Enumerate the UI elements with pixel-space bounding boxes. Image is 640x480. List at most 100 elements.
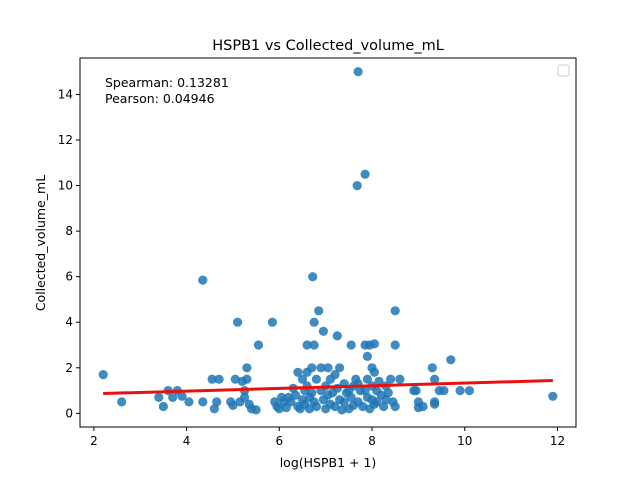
regression-line — [103, 379, 553, 396]
y-tick-label: 4 — [65, 315, 73, 329]
data-point — [286, 397, 296, 407]
data-point — [308, 272, 318, 282]
x-tick-label: 8 — [368, 434, 376, 448]
data-point — [427, 363, 437, 373]
pearson-annotation: Pearson: 0.04946 — [105, 91, 215, 106]
x-tick-label: 2 — [90, 434, 98, 448]
data-point — [304, 404, 315, 414]
data-point — [358, 401, 368, 412]
data-point — [339, 397, 349, 407]
data-point — [439, 386, 449, 396]
data-point — [233, 317, 243, 327]
data-point — [198, 397, 208, 407]
data-point — [297, 374, 308, 384]
data-point — [332, 331, 342, 341]
data-point — [230, 374, 240, 384]
data-point — [330, 401, 340, 412]
data-point — [383, 388, 393, 398]
data-point — [346, 340, 356, 350]
data-point — [337, 405, 347, 415]
data-point — [411, 386, 421, 396]
legend-box — [557, 64, 570, 77]
data-point — [430, 399, 440, 409]
data-point — [362, 351, 372, 361]
data-point — [446, 355, 456, 365]
data-point — [240, 392, 250, 402]
data-point — [291, 390, 301, 400]
data-point — [353, 67, 363, 77]
data-point — [464, 386, 474, 396]
y-tick-label: 0 — [65, 406, 73, 420]
data-point — [390, 401, 400, 412]
data-point — [214, 374, 224, 384]
data-point — [381, 395, 391, 405]
data-point — [307, 363, 317, 373]
data-point — [177, 391, 187, 401]
data-point — [117, 397, 127, 407]
data-point — [314, 306, 324, 316]
data-point — [330, 370, 340, 380]
data-point — [455, 386, 465, 396]
data-point — [302, 340, 312, 350]
data-point — [346, 392, 356, 402]
data-point — [293, 367, 303, 377]
y-tick-label: 2 — [65, 361, 73, 375]
y-tick-label: 12 — [58, 133, 73, 147]
data-point — [374, 376, 384, 386]
data-point — [548, 391, 558, 401]
data-point — [323, 363, 333, 373]
data-point — [372, 397, 382, 407]
data-point — [369, 367, 379, 377]
data-point — [158, 401, 168, 412]
data-point — [430, 374, 440, 384]
data-point — [212, 397, 222, 407]
data-point — [207, 374, 217, 384]
x-tick-label: 12 — [550, 434, 565, 448]
data-point — [390, 306, 400, 316]
data-point — [154, 392, 164, 402]
data-point — [253, 340, 264, 350]
data-point — [316, 363, 326, 373]
data-point — [352, 181, 362, 191]
y-tick-label: 10 — [58, 179, 73, 193]
x-tick-label: 4 — [183, 434, 191, 448]
data-point — [274, 404, 284, 414]
data-point — [251, 405, 261, 415]
data-point — [267, 317, 277, 327]
data-point — [369, 339, 379, 349]
data-point — [309, 340, 319, 350]
data-point — [360, 169, 370, 179]
y-tick-label: 6 — [65, 270, 73, 284]
x-tick-label: 10 — [457, 434, 472, 448]
data-point — [98, 370, 108, 380]
y-tick-label: 8 — [65, 224, 73, 238]
data-point — [418, 401, 428, 412]
data-point — [335, 363, 345, 373]
data-point — [184, 397, 194, 407]
data-point — [311, 374, 321, 384]
y-tick-label: 14 — [58, 87, 73, 101]
spearman-annotation: Spearman: 0.13281 — [105, 75, 229, 90]
chart-title: HSPB1 vs Collected_volume_mL — [212, 38, 444, 54]
y-axis-label: Collected_volume_mL — [33, 175, 48, 311]
data-point — [318, 326, 328, 336]
x-tick-label: 6 — [276, 434, 284, 448]
points-layer — [98, 67, 558, 415]
axes-frame — [79, 57, 577, 428]
data-point — [309, 317, 319, 327]
data-point — [386, 374, 396, 384]
data-point — [242, 363, 252, 373]
data-point — [311, 401, 321, 412]
data-point — [307, 388, 317, 398]
data-point — [395, 374, 405, 384]
data-point — [209, 404, 219, 414]
data-point — [242, 374, 252, 384]
x-axis-label: log(HSPB1 + 1) — [280, 455, 377, 470]
data-point — [390, 340, 400, 350]
data-point — [228, 400, 238, 410]
data-point — [362, 374, 372, 384]
ticks-layer: 2 4 6 8 10 12 0 2 4 6 8 10 12 14 — [58, 87, 565, 448]
data-point — [198, 275, 208, 285]
data-point — [168, 392, 178, 402]
